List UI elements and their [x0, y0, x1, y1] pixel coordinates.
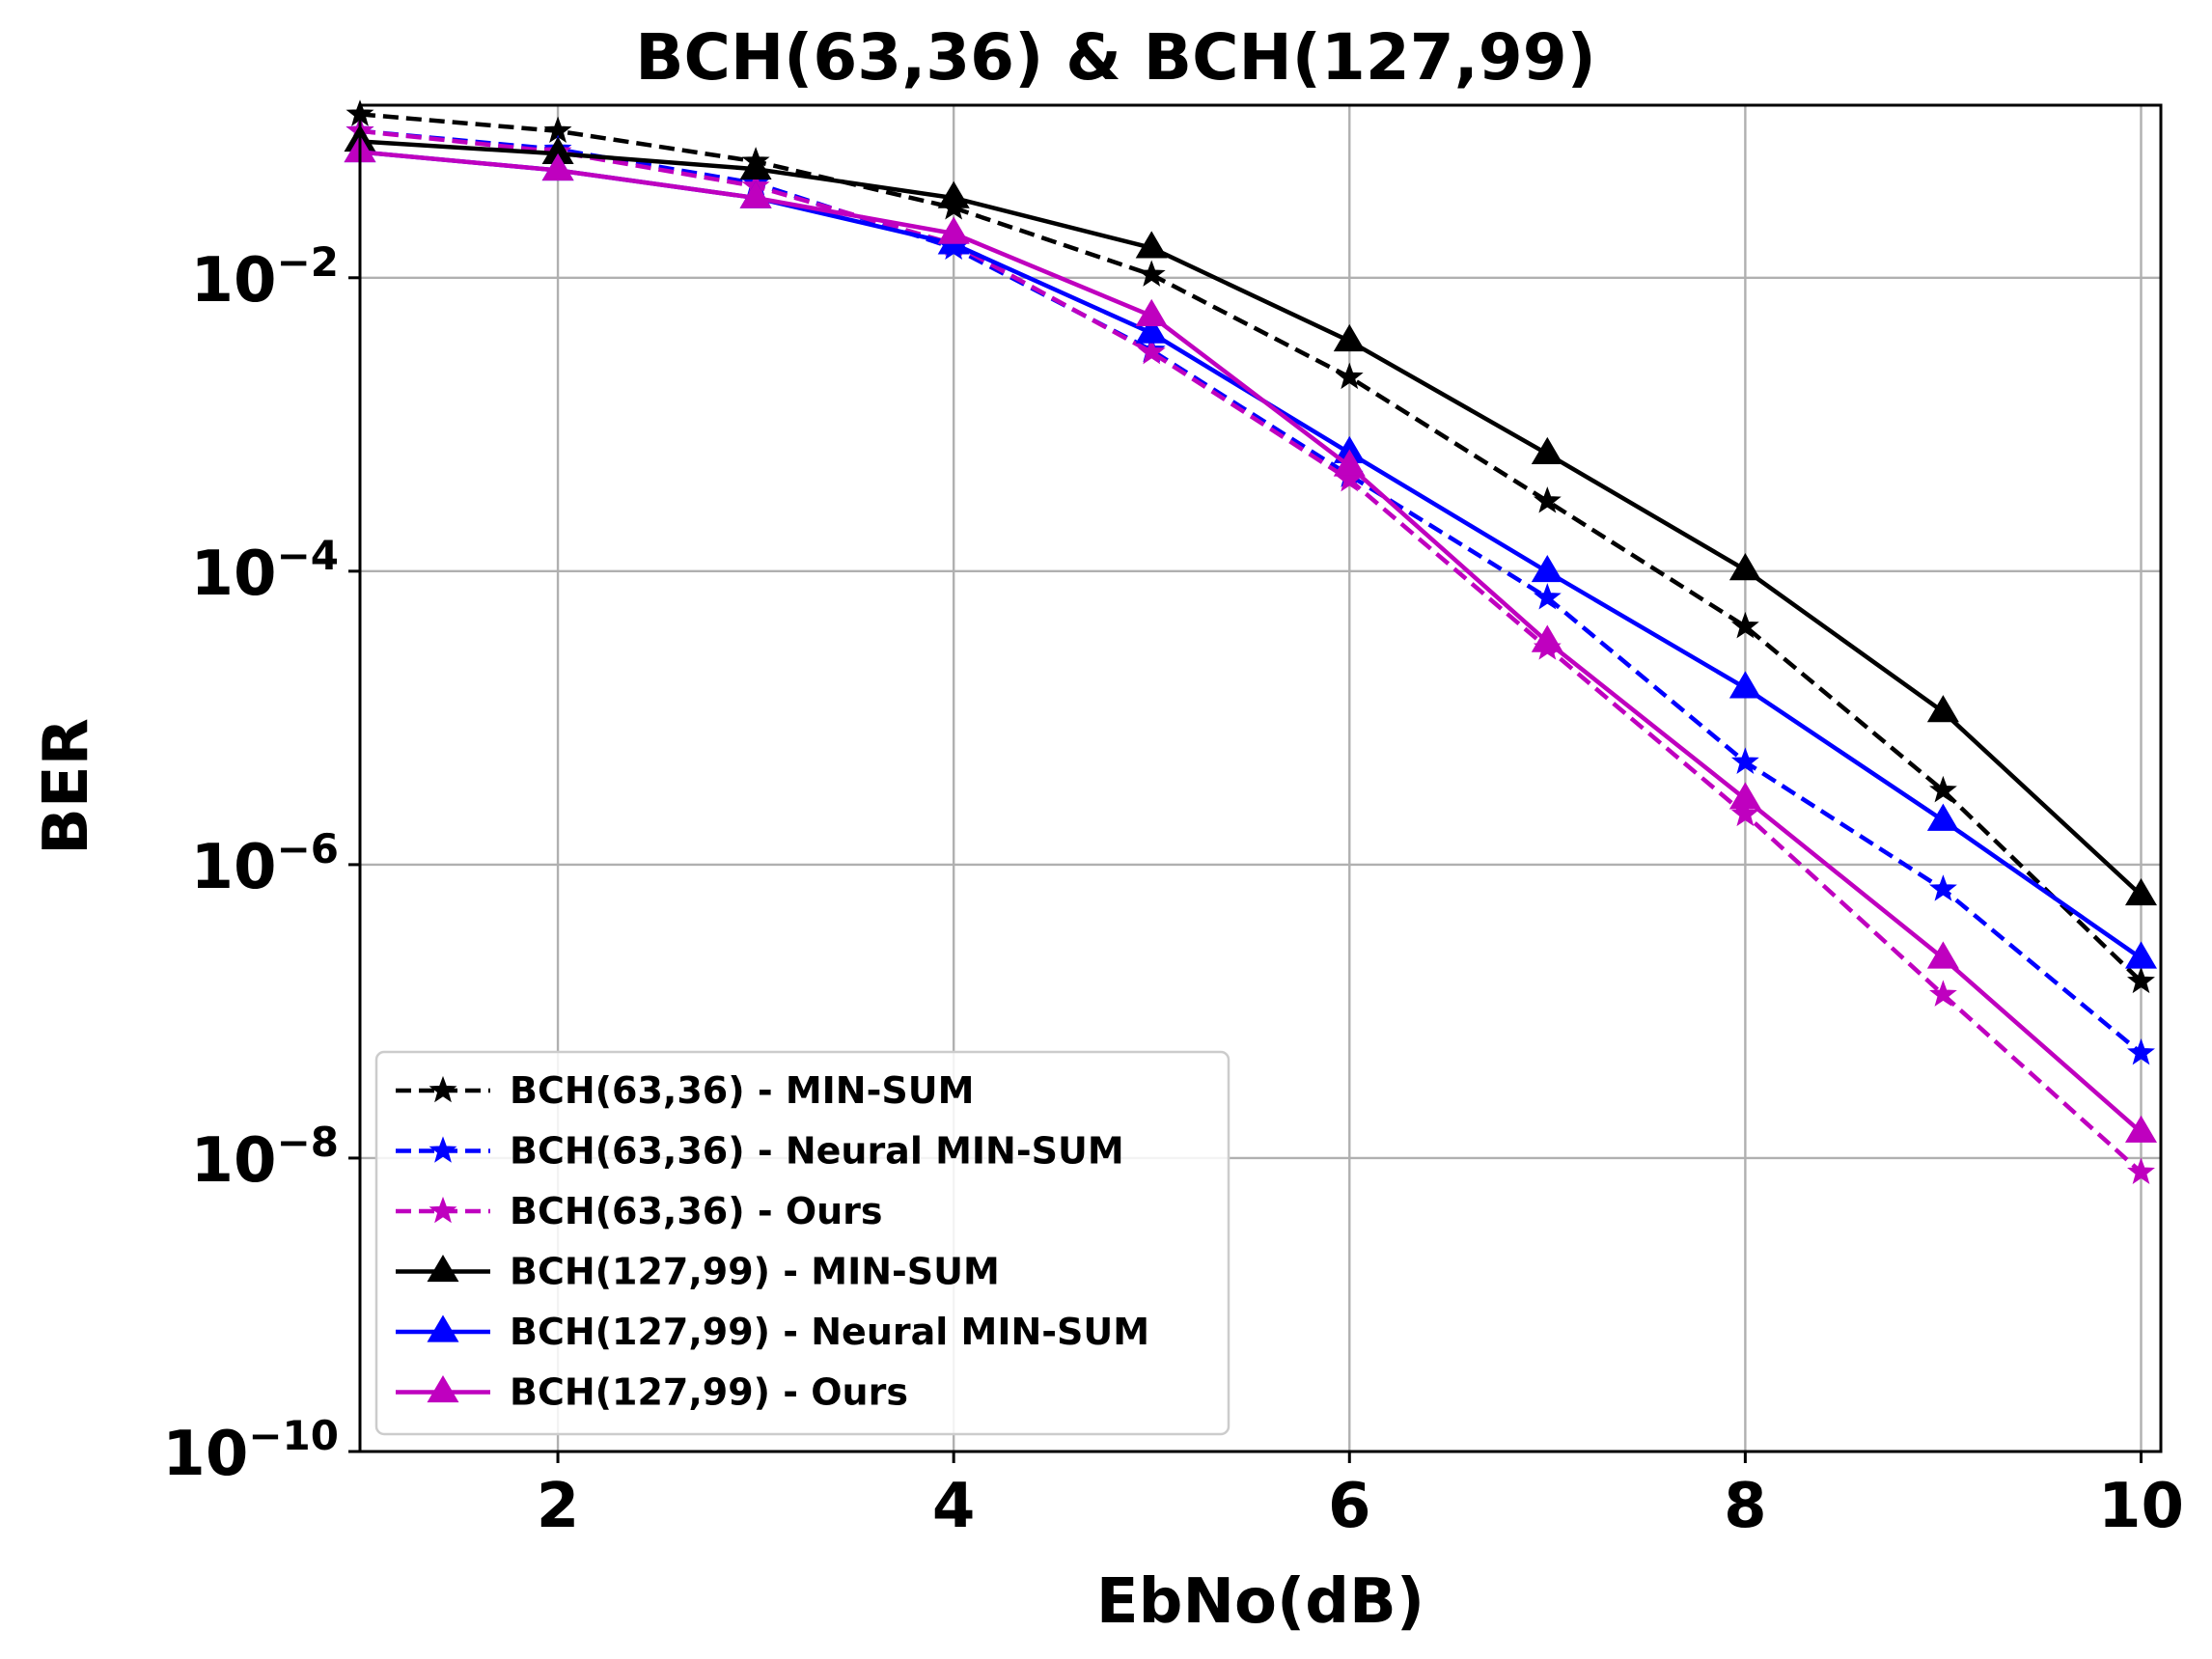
data-point: [1135, 316, 1168, 344]
x-tick-label: 10: [2098, 1471, 2184, 1542]
series-6: [344, 135, 2158, 1143]
data-point: [1730, 611, 1759, 639]
series-line: [359, 112, 2143, 983]
legend-label: BCH(127,99) - MIN-SUM: [510, 1251, 1000, 1293]
x-tick-label: 6: [1328, 1471, 1371, 1542]
y-tick-label: 10−2: [191, 238, 339, 317]
data-point: [2127, 1037, 2155, 1065]
legend-marker: [429, 1075, 457, 1103]
legend-label: BCH(63,36) - MIN-SUM: [510, 1069, 974, 1112]
series-layer: [344, 99, 2158, 1184]
data-point: [1531, 436, 1563, 464]
series-line: [359, 139, 2143, 898]
data-point: [1929, 874, 1957, 901]
data-point: [2127, 966, 2155, 994]
data-point: [1728, 671, 1761, 699]
data-point: [1926, 803, 1959, 831]
data-point: [1137, 337, 1166, 365]
chart-title: BCH(63,36) & BCH(127,99): [635, 20, 1596, 95]
data-point: [1333, 323, 1366, 352]
data-point: [1333, 449, 1366, 477]
data-point: [2127, 1157, 2155, 1184]
data-point: [1135, 231, 1168, 259]
y-tick-label: 10−8: [191, 1119, 339, 1197]
legend-label: BCH(127,99) - Neural MIN-SUM: [510, 1311, 1149, 1353]
legend-label: BCH(127,99) - Ours: [510, 1371, 908, 1414]
y-tick-label: 10−10: [162, 1412, 339, 1490]
plot-frame: [358, 103, 2163, 1453]
data-point: [1533, 583, 1562, 610]
x-axis-label: EbNo(dB): [1096, 1566, 1424, 1638]
data-point: [937, 216, 970, 244]
y-tick-label: 10−6: [191, 825, 339, 903]
legend: BCH(63,36) - MIN-SUM BCH(63,36) - Neural …: [374, 1050, 1230, 1436]
series-4: [344, 124, 2158, 906]
x-tick-label: 2: [537, 1471, 580, 1542]
data-point: [1728, 553, 1761, 581]
data-point: [1335, 362, 1364, 390]
data-point: [1531, 555, 1563, 583]
legend-marker: [427, 1375, 459, 1403]
data-point: [541, 153, 574, 181]
legend-marker: [429, 1136, 457, 1163]
data-point: [1728, 782, 1761, 810]
data-point: [1926, 941, 1959, 969]
series-line: [359, 128, 2143, 1055]
data-point: [2124, 1115, 2158, 1143]
data-point: [2124, 878, 2158, 906]
series-line: [359, 128, 2143, 1175]
y-axis-label: BER: [31, 718, 102, 855]
data-point: [1531, 624, 1563, 652]
data-point: [1926, 695, 1959, 723]
data-point: [739, 180, 772, 208]
legend-marker: [427, 1255, 459, 1283]
data-point: [937, 180, 970, 208]
data-point: [1533, 486, 1562, 513]
data-point: [1730, 799, 1759, 827]
data-point: [1135, 298, 1168, 326]
legend-marker: [427, 1314, 459, 1342]
data-point: [1929, 775, 1957, 803]
data-point: [1730, 747, 1759, 774]
x-tick-label: 4: [932, 1471, 976, 1542]
data-point: [2124, 941, 2158, 969]
legend-box: [374, 1050, 1230, 1436]
axis-ticks: 2 4 6 8 10 10−10 10−8 10−6 10−4 10−2: [162, 238, 2184, 1542]
legend-label: BCH(63,36) - Neural MIN-SUM: [510, 1130, 1124, 1173]
series-line: [359, 150, 2143, 1134]
legend-label: BCH(63,36) - Ours: [510, 1190, 883, 1232]
y-tick-label: 10−4: [191, 532, 339, 610]
legend-marker: [429, 1196, 457, 1224]
data-point: [739, 152, 772, 180]
data-point: [1137, 260, 1166, 287]
x-tick-label: 8: [1724, 1471, 1767, 1542]
data-point: [1929, 980, 1957, 1007]
